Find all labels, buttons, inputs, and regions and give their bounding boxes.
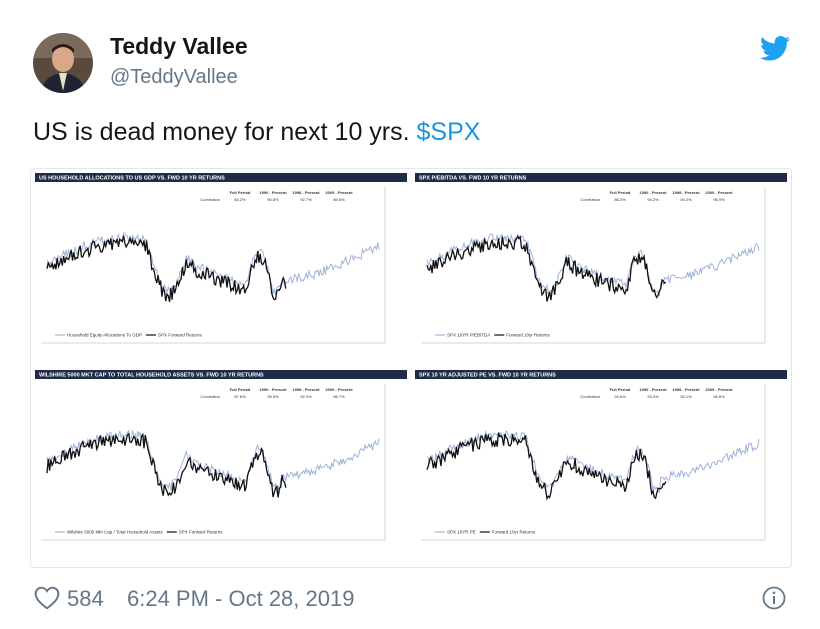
panel-bg <box>415 173 787 365</box>
correlation-value: 96.8% <box>713 394 725 399</box>
legend-label: Forward 10yr Returns <box>506 333 550 338</box>
row-label: Correlation <box>200 197 220 202</box>
panel-title-bar <box>415 370 787 379</box>
tweet-body: US is dead money for next 10 yrs. <box>33 118 410 146</box>
tweet-text: US is dead money for next 10 yrs. $SPX <box>33 118 480 147</box>
legend-label: Household Equity Allocations To GDP <box>67 333 142 338</box>
panel-bg <box>35 370 407 562</box>
column-label: Full Period <box>230 190 251 195</box>
panel-title-bar <box>35 173 407 182</box>
chart-grid: US HOUSEHOLD ALLOCATIONS TO US GDP VS. F… <box>35 173 787 562</box>
column-label: Full Period <box>610 190 631 195</box>
series-line-dark <box>426 432 667 501</box>
column-label: 1998 - Present <box>672 387 700 392</box>
panel-bg <box>415 370 787 562</box>
info-icon[interactable] <box>762 586 786 610</box>
user-handle[interactable]: @TeddyVallee <box>110 66 238 88</box>
correlation-value: 86.2% <box>614 197 626 202</box>
twitter-logo[interactable] <box>760 36 790 61</box>
panel-title: SPX 10 YR ADJUSTED PE VS. FWD 10 YR RETU… <box>419 373 556 379</box>
column-label: 2009 - Present <box>705 387 733 392</box>
legend-label: SPX Forward Returns <box>158 333 203 338</box>
column-label: 1990 - Present <box>639 190 667 195</box>
legend-label: SPX 10YR P/EBITDA <box>447 333 490 338</box>
column-label: 1990 - Present <box>259 190 287 195</box>
correlation-value: 94.2% <box>647 197 659 202</box>
chart-panel: SPX P/EBITDA VS. FWD 10 YR RETURNS Full P… <box>415 173 787 365</box>
legend-label: SPX Forward Returns <box>179 530 224 535</box>
correlation-value: 93.6% <box>614 394 626 399</box>
correlation-value: 96.7% <box>333 394 345 399</box>
series-line-dark <box>426 235 667 302</box>
legend-label: SPX 10YR PE <box>447 530 476 535</box>
correlation-value: 96.9% <box>713 197 725 202</box>
legend-label: Wilshire 5000 Mkt Cap / Total Household … <box>67 530 163 535</box>
panel-title: SPX P/EBITDA VS. FWD 10 YR RETURNS <box>419 176 527 182</box>
user-name[interactable]: Teddy Vallee <box>110 33 248 59</box>
column-label: 2009 - Present <box>325 387 353 392</box>
avatar[interactable] <box>33 33 93 93</box>
column-label: 1990 - Present <box>639 387 667 392</box>
correlation-value: 94.2% <box>680 197 692 202</box>
chart-panel: SPX 10 YR ADJUSTED PE VS. FWD 10 YR RETU… <box>415 370 787 562</box>
correlation-value: 95.5% <box>267 394 279 399</box>
correlation-value: 92.3% <box>300 394 312 399</box>
correlation-value: 92.7% <box>300 197 312 202</box>
correlation-value: 87.6% <box>234 394 246 399</box>
panel-title: WILSHIRE 5000 MKT CAP TO TOTAL HOUSEHOLD… <box>39 373 264 379</box>
correlation-value: 84.2% <box>234 197 246 202</box>
correlation-value: 90.8% <box>267 197 279 202</box>
timestamp[interactable]: 6:24 PM - Oct 28, 2019 <box>127 586 355 611</box>
like-count[interactable]: 584 <box>67 586 104 611</box>
panel-title-bar <box>415 173 787 182</box>
row-label: Correlation <box>200 394 220 399</box>
column-label: 1990 - Present <box>259 387 287 392</box>
column-label: Full Period <box>610 387 631 392</box>
column-label: Full Period <box>230 387 251 392</box>
column-label: 2009 - Present <box>705 190 733 195</box>
series-line-dark <box>46 235 287 302</box>
row-label: Correlation <box>580 394 600 399</box>
column-label: 1998 - Present <box>672 190 700 195</box>
panel-bg <box>35 173 407 365</box>
chart-panel: WILSHIRE 5000 MKT CAP TO TOTAL HOUSEHOLD… <box>35 370 407 562</box>
cashtag-link[interactable]: $SPX <box>416 118 481 146</box>
panel-title: US HOUSEHOLD ALLOCATIONS TO US GDP VS. F… <box>39 176 225 182</box>
correlation-value: 93.4% <box>647 394 659 399</box>
legend-label: Forward 10yr Returns <box>492 530 536 535</box>
column-label: 2009 - Present <box>325 190 353 195</box>
column-label: 1998 - Present <box>292 387 320 392</box>
series-line-light <box>426 233 760 297</box>
correlation-value: 89.6% <box>333 197 345 202</box>
chart-panel: US HOUSEHOLD ALLOCATIONS TO US GDP VS. F… <box>35 173 407 365</box>
like-icon[interactable] <box>34 586 60 610</box>
correlation-value: 93.1% <box>680 394 692 399</box>
column-label: 1998 - Present <box>292 190 320 195</box>
series-line-dark <box>46 432 287 498</box>
panel-title-bar <box>35 370 407 379</box>
media-image[interactable]: US HOUSEHOLD ALLOCATIONS TO US GDP VS. F… <box>30 168 792 568</box>
row-label: Correlation <box>580 197 600 202</box>
